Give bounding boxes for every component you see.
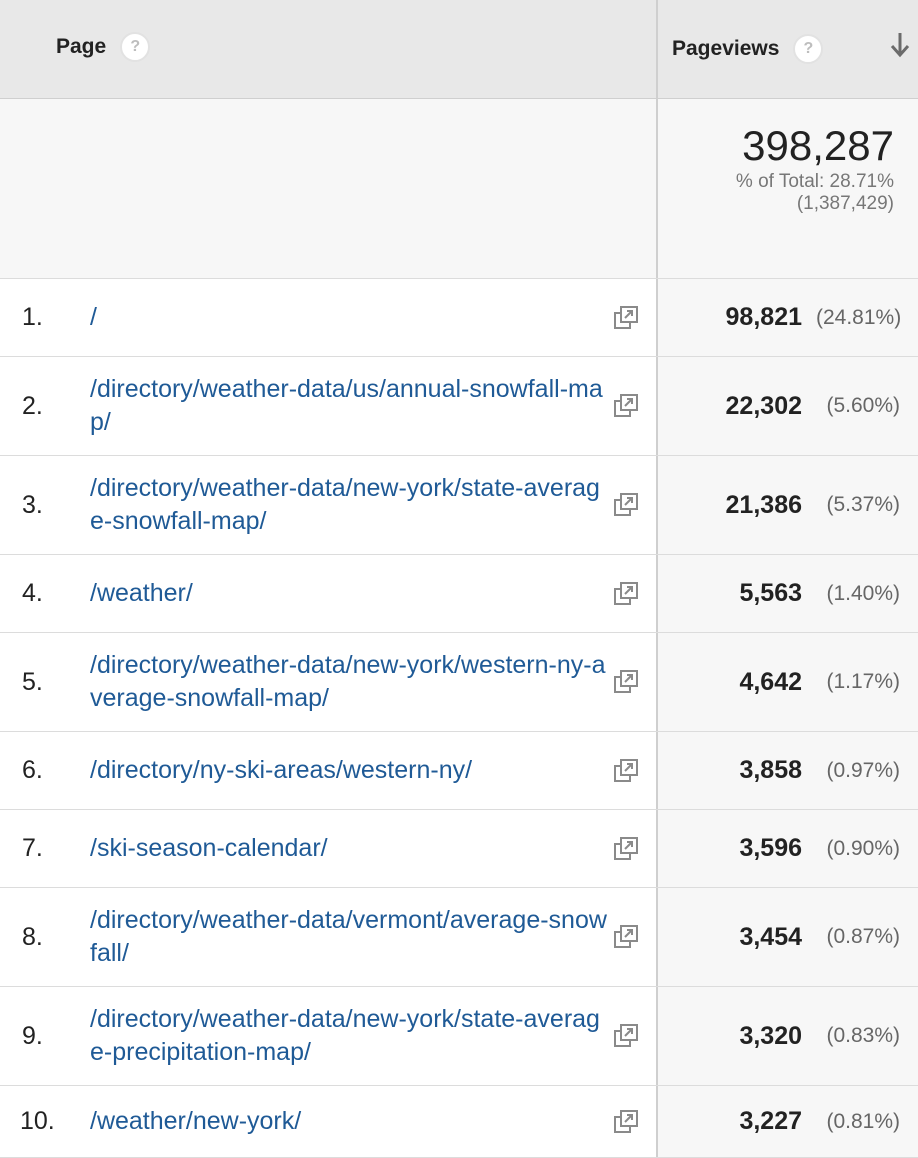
open-link-icon[interactable]	[612, 923, 640, 951]
page-cell: 3. /directory/weather-data/new-york/state…	[0, 456, 658, 554]
open-link-icon[interactable]	[612, 304, 640, 332]
pageviews-value: 98,821	[725, 303, 802, 331]
row-index: 6.	[22, 756, 43, 784]
pageviews-cell: 3,454 (0.87%)	[658, 888, 918, 986]
pageviews-value: 21,386	[725, 490, 802, 519]
table-row: 6. /directory/ny-ski-areas/western-ny/3,8…	[0, 732, 918, 810]
open-link-icon[interactable]	[612, 580, 640, 608]
page-column-label: Page	[56, 35, 107, 58]
grand-total: (1,387,429)	[796, 193, 894, 214]
row-index: 3.	[22, 490, 43, 519]
page-cell: 9. /directory/weather-data/new-york/state…	[0, 987, 658, 1085]
summary-row: 398,287 % of Total: 28.71% (1,387,429)	[0, 99, 918, 279]
row-index: 1.	[22, 303, 43, 331]
pageviews-percent: (0.83%)	[826, 1024, 900, 1047]
pageviews-cell: 3,858 (0.97%)	[658, 732, 918, 809]
table-row: 5. /directory/weather-data/new-york/weste…	[0, 633, 918, 732]
pageviews-cell: 4,642 (1.17%)	[658, 633, 918, 731]
pageviews-percent: (0.87%)	[826, 925, 900, 948]
open-link-icon[interactable]	[612, 1108, 640, 1136]
table-row: 10. /weather/new-york/3,227 (0.81%)	[0, 1086, 918, 1158]
pageviews-percent: (24.81%)	[816, 305, 902, 329]
page-link[interactable]: /directory/weather-data/us/annual-snowfa…	[90, 375, 603, 436]
page-link[interactable]: /weather/new-york/	[90, 1107, 302, 1135]
page-link[interactable]: /directory/weather-data/vermont/average-…	[90, 906, 607, 967]
pageviews-percent: (0.81%)	[826, 1109, 900, 1133]
table-row: 2. /directory/weather-data/us/annual-snow…	[0, 357, 918, 456]
row-index: 7.	[22, 834, 43, 862]
pageviews-value: 3,454	[739, 922, 802, 951]
summary-pageviews-cell: 398,287 % of Total: 28.71% (1,387,429)	[658, 99, 918, 278]
pageviews-percent: (1.40%)	[826, 581, 900, 605]
percent-of-total: % of Total: 28.71%	[735, 171, 894, 192]
row-index: 4.	[22, 579, 43, 607]
table-row: 3. /directory/weather-data/new-york/state…	[0, 456, 918, 555]
pageviews-cell: 3,596 (0.90%)	[658, 810, 918, 887]
row-index: 5.	[22, 667, 43, 696]
page-cell: 6. /directory/ny-ski-areas/western-ny/	[0, 732, 658, 809]
row-index: 9.	[22, 1021, 43, 1050]
row-index: 8.	[22, 922, 43, 951]
pageviews-percent: (0.97%)	[826, 758, 900, 782]
pageviews-help-icon[interactable]: ?	[793, 34, 824, 64]
page-link[interactable]: /ski-season-calendar/	[90, 834, 328, 862]
open-link-icon[interactable]	[612, 491, 640, 519]
row-index: 2.	[22, 391, 43, 420]
table-row: 8. /directory/weather-data/vermont/averag…	[0, 888, 918, 987]
page-cell: 8. /directory/weather-data/vermont/averag…	[0, 888, 658, 986]
summary-page-cell	[0, 99, 658, 278]
pageviews-value: 5,563	[739, 579, 802, 607]
table-row: 9. /directory/weather-data/new-york/state…	[0, 987, 918, 1086]
page-link[interactable]: /	[90, 303, 97, 331]
pageviews-cell: 3,320 (0.83%)	[658, 987, 918, 1085]
pageviews-cell: 21,386 (5.37%)	[658, 456, 918, 554]
pageviews-value: 22,302	[725, 391, 802, 420]
pageviews-percent: (5.37%)	[826, 493, 900, 516]
page-cell: 10. /weather/new-york/	[0, 1086, 658, 1157]
table-body: 1. / 98,821 (24.81%) 2. /directory/weather-da…	[0, 279, 918, 1158]
open-link-icon[interactable]	[612, 392, 640, 420]
pageviews-percent: (0.90%)	[826, 836, 900, 860]
pageviews-cell: 98,821 (24.81%)	[658, 279, 918, 356]
pageviews-cell: 5,563 (1.40%)	[658, 555, 918, 632]
table-row: 1. / 98,821 (24.81%)	[0, 279, 918, 357]
table-row: 7. /ski-season-calendar/3,596 (0.90%)	[0, 810, 918, 888]
page-cell: 4. /weather/	[0, 555, 658, 632]
open-link-icon[interactable]	[612, 757, 640, 785]
open-link-icon[interactable]	[612, 668, 640, 696]
pageviews-value: 3,320	[739, 1021, 802, 1050]
pageviews-percent: (5.60%)	[826, 394, 900, 417]
pageviews-value: 3,227	[739, 1107, 802, 1135]
page-cell: 7. /ski-season-calendar/	[0, 810, 658, 887]
open-link-icon[interactable]	[612, 835, 640, 863]
page-link[interactable]: /directory/weather-data/new-york/western…	[90, 651, 606, 712]
open-link-icon[interactable]	[612, 1022, 640, 1050]
page-link[interactable]: /directory/weather-data/new-york/state-a…	[90, 1005, 600, 1066]
total-pageviews: 398,287	[742, 122, 894, 169]
pageviews-percent: (1.17%)	[826, 670, 900, 693]
table-row: 4. /weather/5,563 (1.40%)	[0, 555, 918, 633]
pageviews-column-label: Pageviews	[672, 37, 780, 60]
page-link[interactable]: /directory/weather-data/new-york/state-a…	[90, 474, 600, 535]
page-cell: 2. /directory/weather-data/us/annual-snow…	[0, 357, 658, 455]
pageviews-value: 3,596	[739, 834, 802, 862]
pageviews-value: 4,642	[739, 667, 802, 696]
sort-arrow-down-icon[interactable]	[888, 30, 912, 60]
table-header: Page ? Pageviews ?	[0, 0, 918, 99]
pageviews-cell: 3,227 (0.81%)	[658, 1086, 918, 1157]
page-help-icon[interactable]: ?	[120, 32, 151, 62]
page-column-header[interactable]: Page ?	[0, 0, 658, 98]
page-cell: 5. /directory/weather-data/new-york/weste…	[0, 633, 658, 731]
page-cell: 1. /	[0, 279, 658, 356]
pageviews-column-header[interactable]: Pageviews ?	[658, 0, 918, 98]
page-link[interactable]: /weather/	[90, 579, 193, 607]
page-link[interactable]: /directory/ny-ski-areas/western-ny/	[90, 756, 473, 784]
pageviews-cell: 22,302 (5.60%)	[658, 357, 918, 455]
row-index: 10.	[20, 1107, 55, 1135]
pageviews-value: 3,858	[739, 756, 802, 784]
